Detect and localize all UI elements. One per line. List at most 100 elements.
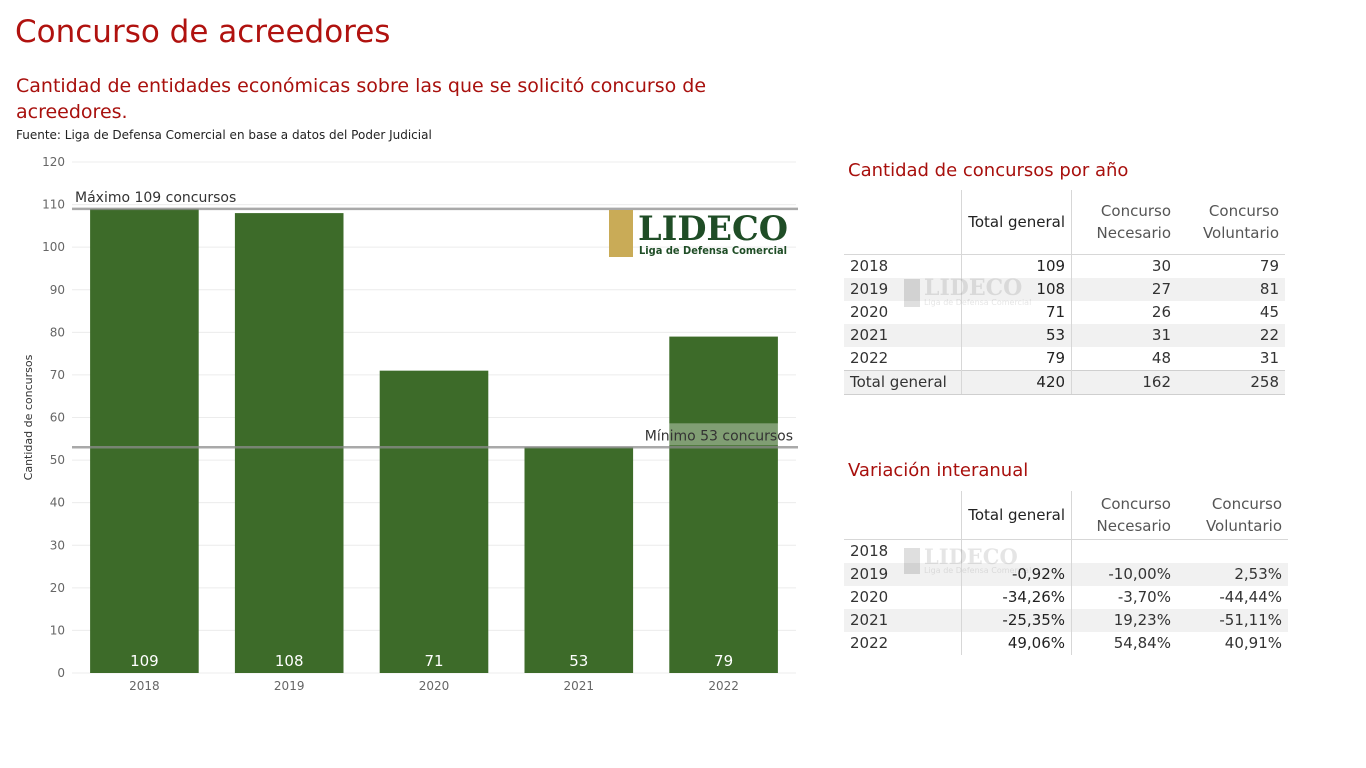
cell-total: 49,06% [961,631,1072,655]
bar-data-label: 71 [424,652,443,670]
cell-voluntario: -44,44% [1219,588,1282,606]
bar-data-label: 109 [130,652,159,670]
col-total-header: Total general [961,190,1072,255]
table-row: 2021 53 31 22 [844,323,1285,347]
y-tick-label: 10 [50,623,65,637]
cell-necesario: 19,23% [1071,608,1177,632]
bar-2021 [524,447,634,673]
col-voluntario-header: Concurso Voluntario [1176,491,1288,540]
y-tick-label: 100 [42,240,65,254]
table-row: 2022 79 48 31 [844,346,1285,370]
total-row: Total general 420 162 258 [844,369,1285,395]
cell-necesario: 30 [1071,254,1177,278]
table-row: 2022 49,06% 54,84% 40,91% [844,631,1288,655]
max-reference-label: Máximo 109 concursos [75,190,236,206]
table2-title: Variación interanual [848,460,1029,481]
table-row: 2019 -0,92% -10,00% 2,53% [844,562,1288,586]
cell-voluntario: 22 [1177,323,1285,347]
row-year: 2018 [850,542,889,560]
total-necesario: 162 [1071,369,1177,395]
cell-necesario: -3,70% [1071,585,1177,609]
x-tick-label: 2021 [564,679,595,693]
cell-total: 53 [961,323,1072,347]
y-tick-label: 60 [50,411,65,425]
y-tick-label: 80 [50,325,65,339]
total-voluntario: 258 [1177,369,1285,395]
cell-voluntario [1177,539,1288,563]
row-year: 2019 [844,277,962,301]
cell-necesario: 31 [1071,323,1177,347]
lideco-logo-text: LIDECO [638,209,788,249]
y-tick-label: 30 [50,538,65,552]
cell-voluntario: 2,53% [1176,562,1288,586]
cell-total: -25,35% [961,608,1072,632]
x-tick-label: 2022 [708,679,739,693]
row-year: 2018 [850,257,889,275]
cell-voluntario: 81 [1177,277,1285,301]
table-row: 2020 71 26 45 [844,300,1285,324]
variacion-table: Total general Concurso Necesario Concurs… [844,491,1288,655]
cell-total: 71 [961,300,1072,324]
bar-data-label: 108 [275,652,304,670]
table1-title: Cantidad de concursos por año [848,160,1129,181]
row-year: 2022 [850,349,889,367]
cell-necesario: 54,84% [1071,631,1177,655]
bar-2020 [379,370,489,673]
bar-2022 [669,336,778,673]
page-title: Concurso de acreedores [15,14,391,50]
y-tick-label: 90 [50,283,65,297]
bar-2019 [234,213,344,673]
min-reference-label: Mínimo 53 concursos [645,428,793,444]
concursos-table: Total general Concurso Necesario Concurs… [844,190,1285,395]
cell-total [961,539,1072,563]
total-total: 420 [961,369,1072,395]
lideco-logo-mark [609,210,633,257]
bar-2018 [90,208,199,673]
cell-voluntario: 31 [1259,349,1279,367]
cell-necesario: 27 [1071,277,1177,301]
table-row: 2018 109 30 79 [844,254,1285,278]
chart-subtitle: Cantidad de entidades económicas sobre l… [16,75,707,123]
col-necesario-header: Concurso Necesario [1071,491,1177,540]
col-necesario-header: Concurso Necesario [1071,190,1177,255]
cell-voluntario: -51,11% [1176,608,1288,632]
y-tick-label: 120 [42,155,65,169]
table-row: 2020 -34,26% -3,70% -44,44% [844,585,1288,609]
row-year: 2020 [850,588,889,606]
y-axis-label: Cantidad de concursos [22,354,35,480]
lideco-logo-tagline: Liga de Defensa Comercial [639,244,787,257]
corner-cell [844,491,962,540]
cell-total: -34,26% [961,585,1072,609]
col-voluntario-header: Concurso Voluntario [1177,190,1285,255]
bar-data-label: 79 [714,652,733,670]
cell-total: 109 [961,254,1072,278]
cell-necesario: -10,00% [1071,562,1177,586]
x-tick-label: 2018 [129,679,160,693]
corner-cell [844,190,962,255]
row-year: 2022 [850,634,889,652]
y-tick-label: 40 [50,496,65,510]
y-tick-label: 70 [50,368,65,382]
total-label: Total general [844,369,962,395]
cell-necesario: 48 [1071,346,1177,370]
cell-total: 79 [961,346,1072,370]
cell-necesario: 26 [1071,300,1177,324]
row-year: 2021 [844,323,962,347]
source-note: Fuente: Liga de Defensa Comercial en bas… [16,128,432,142]
cell-total: -0,92% [961,562,1072,586]
table-row: 2021 -25,35% 19,23% -51,11% [844,608,1288,632]
x-tick-label: 2019 [274,679,305,693]
y-tick-label: 20 [50,581,65,595]
bar-data-label: 53 [569,652,588,670]
x-tick-label: 2020 [419,679,450,693]
y-tick-label: 50 [50,453,65,467]
cell-total: 108 [961,277,1072,301]
table-row: 2018 [844,539,1288,563]
cell-necesario [1071,539,1177,563]
cell-voluntario: 40,91% [1224,634,1282,652]
row-year: 2020 [850,303,889,321]
y-tick-label: 0 [57,666,65,680]
row-year: 2019 [844,562,962,586]
min-label-bg [641,423,796,446]
col-total-header: Total general [961,491,1072,540]
